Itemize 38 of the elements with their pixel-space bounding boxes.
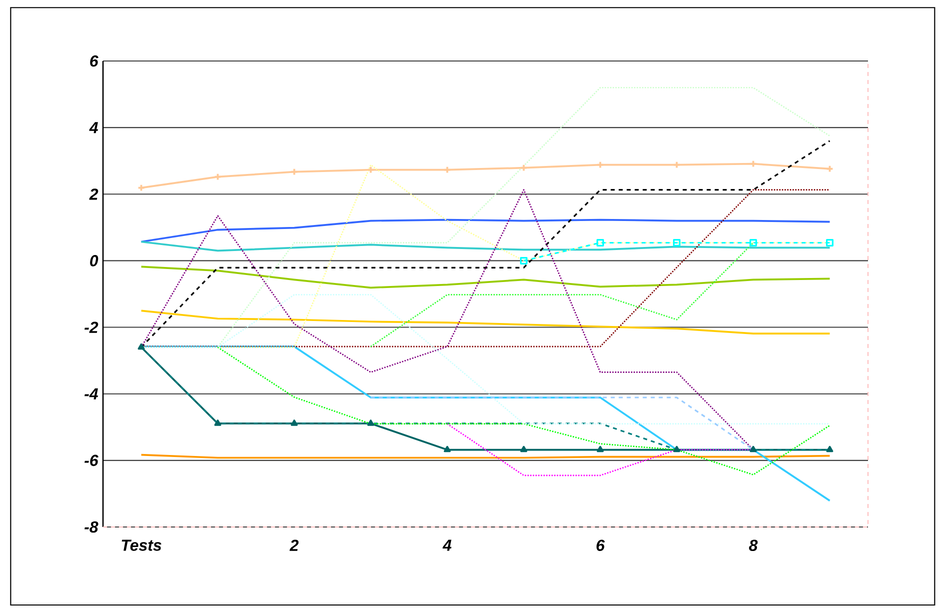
point [826,239,834,246]
point [749,160,758,168]
line-series [140,218,831,243]
point [366,166,375,174]
point [750,239,757,246]
x-tick-label: Tests [122,540,162,551]
point [826,446,834,452]
point [520,446,528,452]
point [596,239,604,246]
x-tick-label: 8 [749,540,758,552]
point [520,164,528,172]
y-tick-label: -2 [84,322,98,333]
x-tick-label: 4 [442,540,452,551]
point [290,420,298,426]
x-tick-label: 2 [290,540,299,551]
point [444,446,451,452]
point [673,239,680,246]
y-tick-label: -8 [84,521,98,533]
y-tick-label: -6 [84,454,98,466]
point [750,446,757,452]
point [214,172,222,181]
y-tick-label: 2 [89,188,98,200]
point [596,160,604,169]
y-tick-label: 0 [90,255,98,266]
point [443,166,452,174]
point [214,420,222,426]
point [367,420,374,426]
point [672,160,681,169]
y-tick-label: -4 [84,388,98,400]
point [673,446,680,452]
y-tick-label: 6 [90,55,98,67]
point [138,343,145,350]
line-series [140,266,831,289]
y-tick-label: 4 [89,122,98,134]
point [290,168,298,176]
point [596,446,604,452]
point [520,256,528,264]
x-tick-label: 6 [596,540,605,552]
